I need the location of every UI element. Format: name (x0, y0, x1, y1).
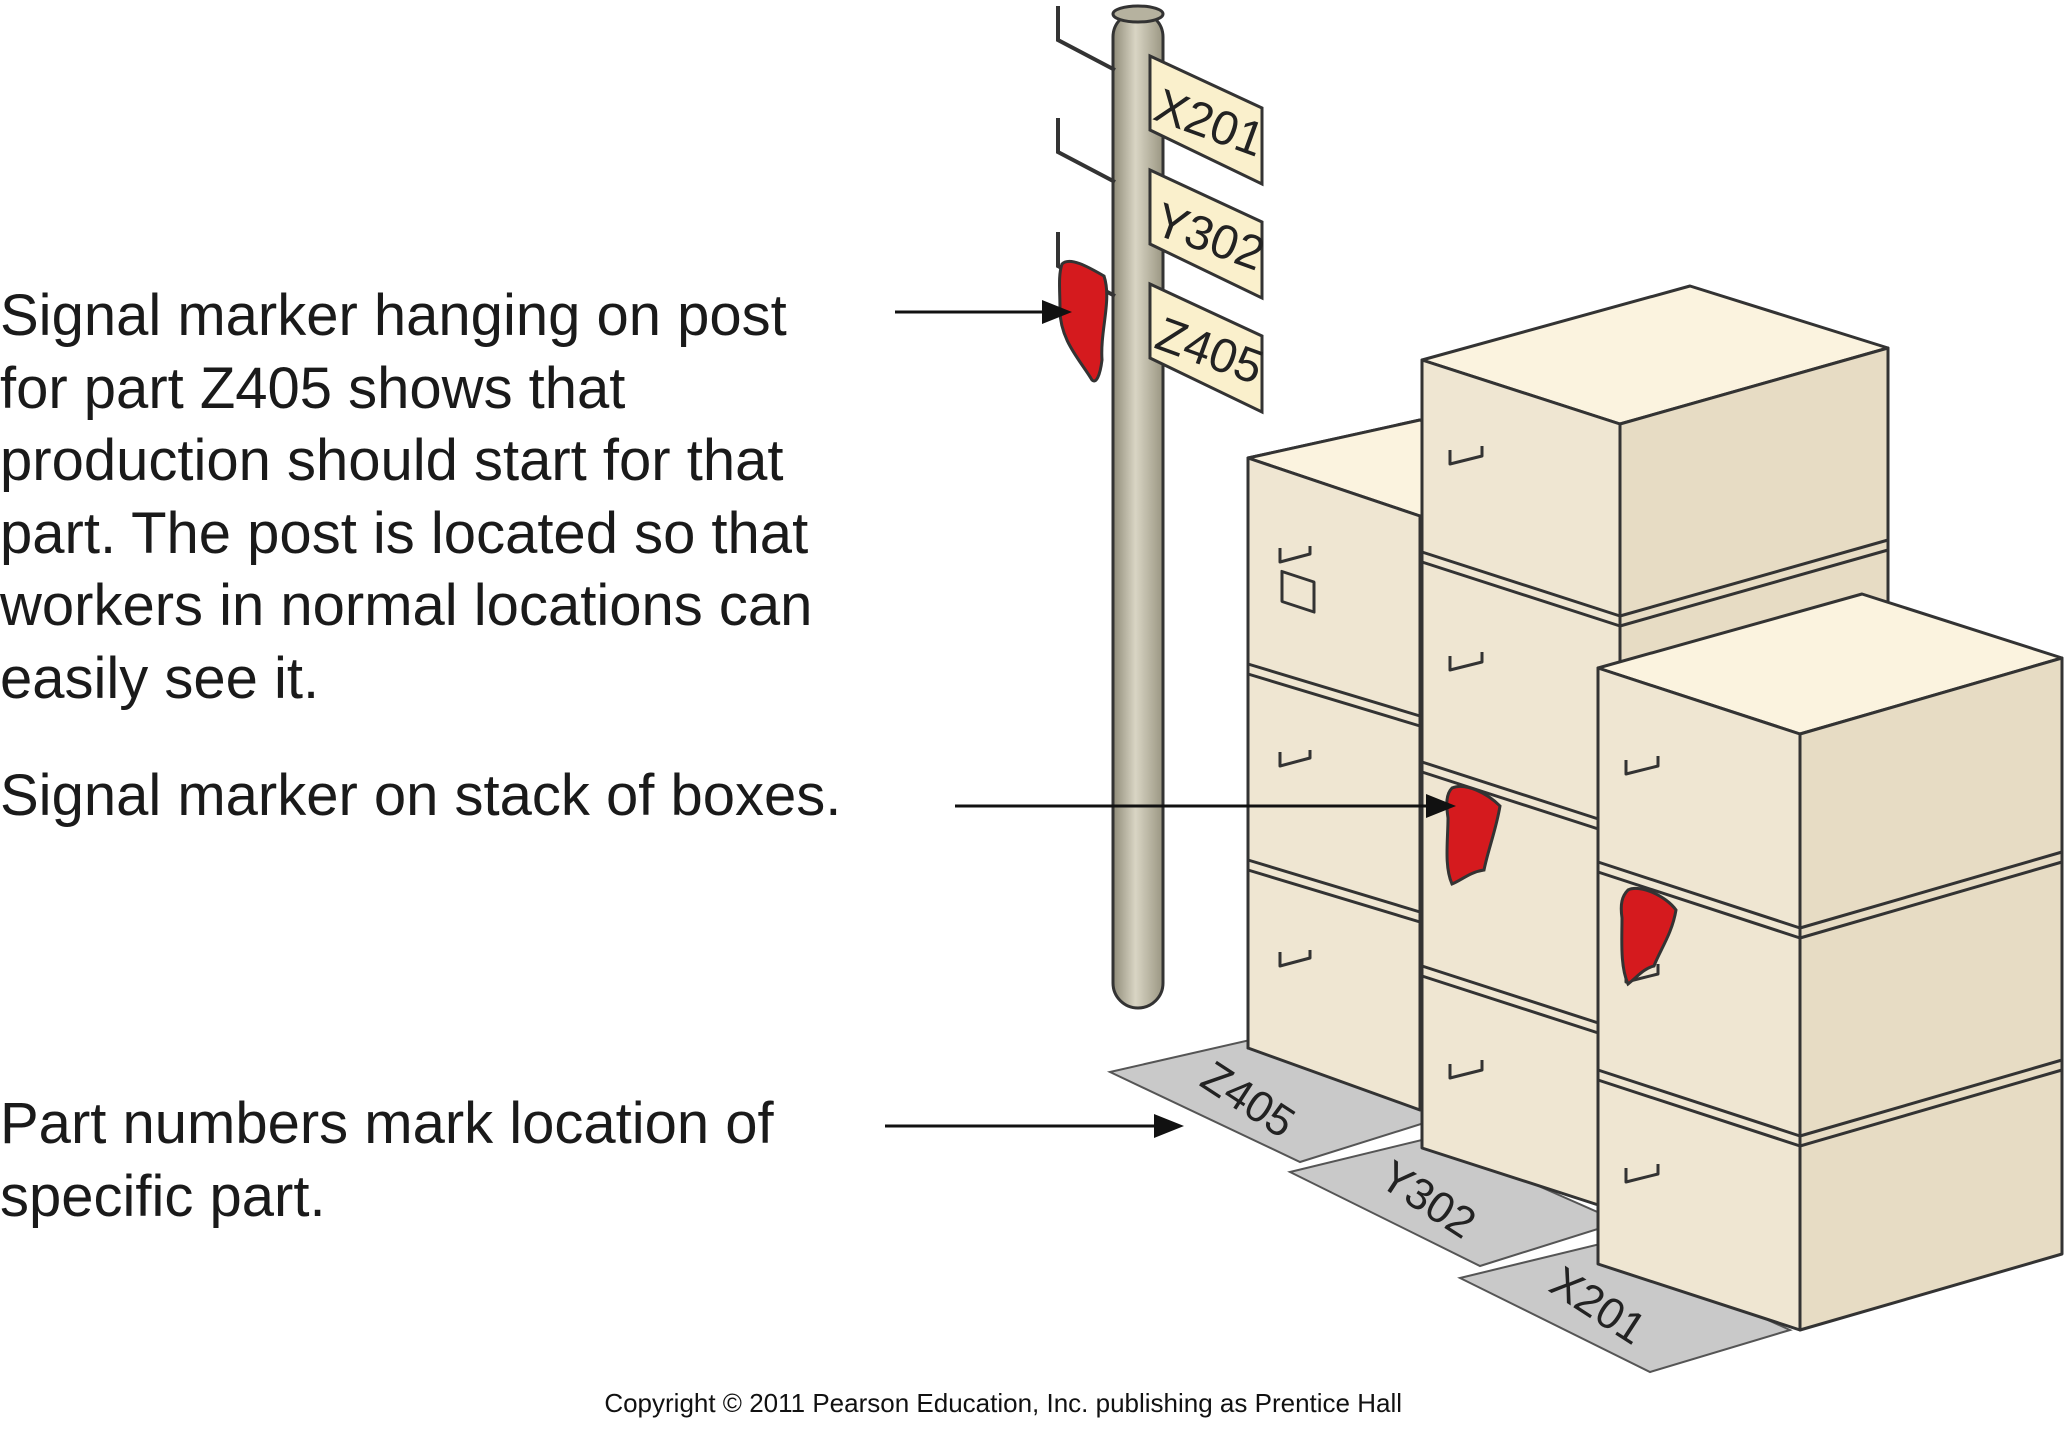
post-sign-z405: Z405 (1148, 281, 1270, 415)
signal-marker-post-icon (1058, 259, 1109, 383)
callout-stack-marker: Signal marker on stack of boxes. (0, 763, 842, 828)
signal-marker-stack-icon (1445, 785, 1502, 886)
signal-post (1056, 4, 1165, 1010)
copyright-notice: Copyright © 2011 Pearson Education, Inc.… (604, 1388, 1402, 1418)
callout-arrows (885, 300, 1456, 1138)
box-stack-x201 (1596, 592, 2064, 1332)
floor-location-z405: Z405 (1106, 1038, 1443, 1164)
callout-floor-numbers: Part numbers mark location of specific p… (0, 1091, 774, 1229)
post-sign-y302: Y302 (1148, 167, 1271, 301)
box-stack-z405 (1246, 418, 1542, 1112)
signal-marker-front-stack-icon (1619, 887, 1678, 987)
callout-post-marker: Signal marker hanging on post for part Z… (0, 283, 813, 711)
post-sign-x201: X201 (1148, 53, 1271, 187)
